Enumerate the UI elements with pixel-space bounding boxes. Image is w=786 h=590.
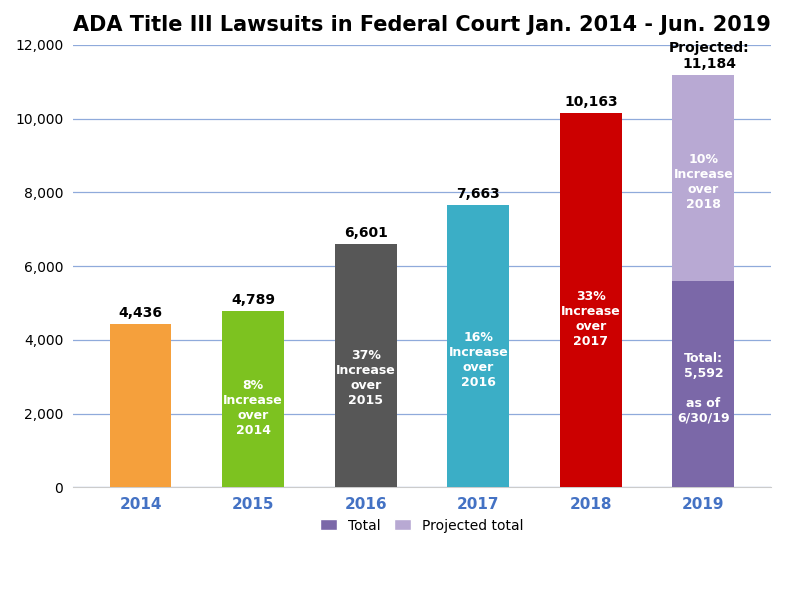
Text: 6,601: 6,601	[343, 227, 387, 240]
Text: 33%
Increase
over
2017: 33% Increase over 2017	[561, 290, 621, 348]
Text: 37%
Increase
over
2015: 37% Increase over 2015	[336, 349, 395, 407]
Text: 8%
Increase
over
2014: 8% Increase over 2014	[223, 379, 283, 437]
Text: 4,436: 4,436	[119, 306, 163, 320]
Title: ADA Title III Lawsuits in Federal Court Jan. 2014 - Jun. 2019: ADA Title III Lawsuits in Federal Court …	[73, 15, 771, 35]
Text: 4,789: 4,789	[231, 293, 275, 307]
Bar	[335, 244, 397, 487]
Text: 10%
Increase
over
2018: 10% Increase over 2018	[674, 153, 733, 211]
Text: Projected:
11,184: Projected: 11,184	[669, 41, 749, 71]
Bar	[673, 281, 734, 487]
Bar	[560, 113, 622, 487]
Text: 7,663: 7,663	[457, 187, 500, 201]
Legend: Total, Projected total: Total, Projected total	[314, 513, 529, 538]
Text: Total:
5,592

as of
6/30/19: Total: 5,592 as of 6/30/19	[677, 352, 729, 425]
Text: 16%
Increase
over
2016: 16% Increase over 2016	[448, 332, 509, 389]
Bar	[673, 75, 734, 281]
Bar	[109, 324, 171, 487]
Text: 10,163: 10,163	[564, 95, 618, 109]
Bar	[222, 311, 284, 487]
Bar	[447, 205, 509, 487]
